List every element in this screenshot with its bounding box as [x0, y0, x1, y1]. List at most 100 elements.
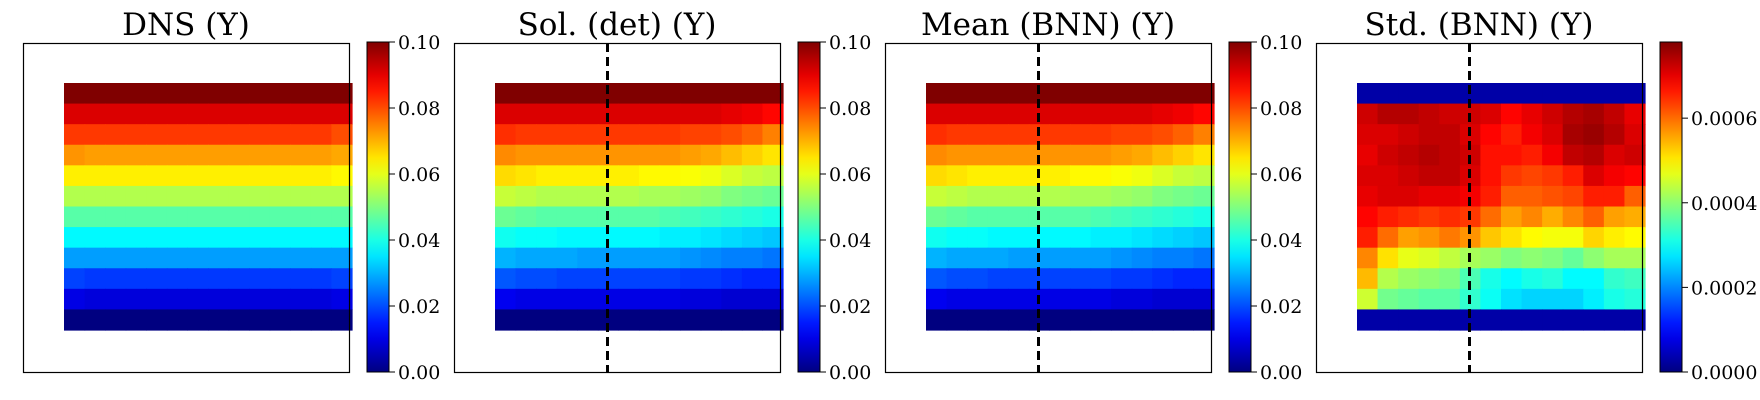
heatmap-cell	[618, 165, 640, 187]
heatmap-cell	[680, 83, 702, 105]
heatmap-cell	[1439, 144, 1461, 166]
heatmap-cell	[618, 247, 640, 269]
colorbar-tick-label: 0.08	[398, 98, 440, 120]
colorbar-tick-label: 0.0004	[1691, 193, 1757, 215]
heatmap-cell	[64, 227, 86, 249]
heatmap-cell	[269, 124, 291, 146]
heatmap-cell	[1542, 83, 1564, 105]
heatmap-cell	[1562, 206, 1584, 228]
heatmap-cell	[1049, 185, 1071, 208]
heatmap-cell	[146, 227, 168, 249]
heatmap-cell	[1501, 268, 1523, 290]
heatmap-cell	[536, 247, 558, 269]
heatmap-cell	[208, 309, 230, 331]
heatmap-cell	[680, 227, 702, 249]
heatmap-cell	[1480, 103, 1502, 125]
heatmap-cell	[577, 227, 599, 249]
colorbar	[1659, 41, 1683, 373]
heatmap-cell	[146, 103, 168, 125]
heatmap-cell	[515, 103, 537, 125]
colorbar-tick-label: 0.0002	[1691, 277, 1757, 299]
heatmap-cell	[495, 103, 517, 125]
heatmap-cell	[331, 185, 353, 208]
heatmap-cell	[577, 144, 599, 166]
heatmap-cell	[166, 124, 189, 146]
heatmap-cell	[700, 124, 722, 146]
heatmap-cell	[1521, 83, 1543, 105]
heatmap-cell	[1111, 206, 1133, 228]
heatmap-cell	[1542, 103, 1564, 125]
heatmap-cell	[556, 103, 578, 125]
heatmap-cell	[577, 206, 599, 228]
heatmap-cell	[1583, 268, 1605, 290]
heatmap-cell	[967, 309, 989, 331]
heatmap-cell	[1459, 185, 1482, 208]
heatmap-cell	[987, 144, 1009, 166]
heatmap-cell	[1357, 124, 1379, 146]
heatmap-cell	[64, 124, 86, 146]
heatmap-cell	[1152, 247, 1174, 269]
heatmap-cell	[577, 288, 599, 311]
heatmap-cell	[1070, 185, 1092, 208]
heatmap-cell	[166, 288, 189, 311]
heatmap-cell	[1070, 103, 1092, 125]
heatmap-cell	[926, 144, 948, 166]
heatmap-cell	[228, 103, 250, 125]
heatmap-cell	[1624, 185, 1646, 208]
heatmap-cell	[1049, 124, 1071, 146]
heatmap-cell	[967, 288, 989, 311]
heatmap-cell	[105, 309, 127, 331]
heatmap-cell	[618, 227, 640, 249]
heatmap-cell	[946, 144, 968, 166]
heatmap-cell	[1501, 309, 1523, 331]
heatmap-cell	[700, 227, 722, 249]
heatmap-cell	[721, 288, 743, 311]
heatmap-cell	[700, 165, 722, 187]
heatmap-cell	[1111, 103, 1133, 125]
heatmap-cell	[1439, 185, 1461, 208]
heatmap-cell	[310, 185, 333, 208]
heatmap-cell	[1562, 288, 1584, 311]
heatmap-cell	[1049, 288, 1071, 311]
heatmap-cell	[1070, 206, 1092, 228]
heatmap-cell	[1357, 185, 1379, 208]
heatmap-cell	[967, 144, 989, 166]
heatmap-cell	[208, 124, 230, 146]
heatmap-cell	[1172, 185, 1195, 208]
heatmap-cell	[556, 144, 578, 166]
heatmap-cell	[967, 83, 989, 105]
heatmap-cell	[1131, 268, 1153, 290]
heatmap-cell	[228, 124, 250, 146]
heatmap-cell	[1193, 268, 1215, 290]
heatmap-cell	[166, 103, 189, 125]
heatmap-cell	[618, 103, 640, 125]
heatmap-cell	[1398, 288, 1420, 311]
heatmap-cell	[1131, 165, 1153, 187]
heatmap-cell	[125, 309, 147, 331]
heatmap-cell	[1377, 185, 1399, 208]
heatmap-cell	[987, 165, 1009, 187]
heatmap-cell	[249, 144, 271, 166]
heatmap-cell	[741, 309, 764, 331]
heatmap-cell	[64, 288, 86, 311]
heatmap-cell	[536, 309, 558, 331]
heatmap-cell	[1131, 227, 1153, 249]
heatmap-cell	[331, 165, 353, 187]
heatmap-cell	[310, 288, 333, 311]
heatmap-cell	[1172, 206, 1195, 228]
heatmap-cell	[310, 268, 333, 290]
heatmap-cell	[946, 309, 968, 331]
heatmap-cell	[1008, 144, 1030, 166]
panel-title: Std. (BNN) (Y)	[1365, 7, 1594, 43]
heatmap-cell	[1111, 124, 1133, 146]
heatmap-cell	[1398, 309, 1420, 331]
panel-2: Sol. (det) (Y) 0.00 0.02 0.04 0.06 0.08 0.10	[453, 7, 871, 384]
heatmap-cell	[946, 227, 968, 249]
heatmap-cell	[208, 103, 230, 125]
heatmap-cell	[166, 227, 189, 249]
heatmap-cell	[1357, 103, 1379, 125]
heatmap-cell	[1377, 103, 1399, 125]
heatmap-cell	[639, 103, 661, 125]
heatmap-cell	[1070, 144, 1092, 166]
heatmap-cell	[1152, 103, 1174, 125]
